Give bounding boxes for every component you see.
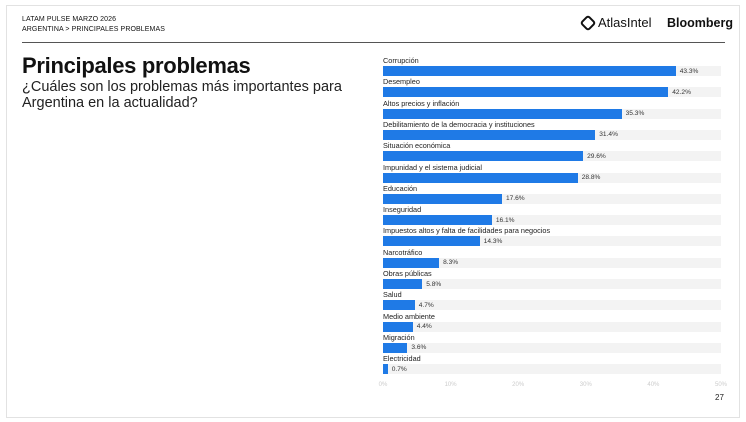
bar — [383, 193, 502, 204]
bar — [383, 300, 415, 311]
data-label: 17.6% — [505, 195, 525, 203]
bar — [383, 108, 622, 119]
data-label: 4.7% — [418, 301, 434, 309]
page-title: Principales problemas — [22, 53, 251, 78]
bar-label: Electricidad — [383, 354, 421, 364]
x-tick-label: 0% — [378, 382, 388, 388]
atlasintel-logo-text: AtlasIntel — [598, 15, 652, 30]
bar — [383, 321, 413, 332]
bar-label: Salud — [383, 290, 402, 300]
bar-label: Educación — [383, 183, 418, 193]
data-label: 35.3% — [625, 110, 645, 118]
data-label: 29.6% — [587, 152, 606, 160]
data-label: 3.6% — [411, 344, 427, 352]
bar-track — [383, 257, 721, 268]
x-tick-label: 10% — [444, 382, 457, 388]
bloomberg-logo: Bloomberg — [667, 16, 733, 30]
page-number: 27 — [715, 393, 724, 402]
bar-track — [383, 193, 721, 204]
bar — [383, 364, 388, 375]
bar-label: Corrupción — [383, 56, 419, 65]
breadcrumb: ARGENTINA > PRINCIPALES PROBLEMAS — [22, 26, 166, 33]
data-label: 0.7% — [391, 365, 407, 373]
bar — [383, 279, 423, 289]
data-label: 16.1% — [495, 216, 515, 224]
slide-frame — [6, 5, 740, 418]
data-label: 43.3% — [679, 67, 699, 75]
x-tick-label: 20% — [512, 382, 525, 388]
bar — [383, 66, 676, 76]
data-label: 14.3% — [483, 237, 503, 245]
x-tick-label: 50% — [714, 382, 728, 388]
data-label: 42.2% — [672, 88, 691, 96]
bar-label: Desempleo — [383, 77, 420, 87]
bar — [383, 129, 596, 140]
bar — [383, 257, 440, 268]
atlasintel-logo: AtlasIntel — [579, 14, 652, 31]
data-label: 28.8% — [581, 174, 601, 181]
bar — [383, 342, 408, 353]
bar-track — [383, 279, 721, 289]
report-name: LATAM PULSE MARZO 2026 — [22, 16, 117, 23]
bar — [383, 172, 578, 183]
x-tick-label: 40% — [647, 382, 660, 388]
data-label: 5.8% — [426, 280, 442, 288]
bar-track — [383, 342, 721, 353]
bar-track — [383, 215, 721, 226]
data-label: 4.4% — [416, 323, 432, 331]
bar-label: Obras públicas — [383, 269, 432, 278]
page-subtitle: ¿Cuáles son los problemas más importante… — [22, 79, 342, 111]
bar-track — [383, 321, 721, 332]
bar-label: Altos precios y inflación — [383, 98, 460, 108]
bar-label: Situación económica — [383, 141, 451, 151]
bar — [383, 87, 669, 98]
bar-label: Debilitamiento de la democracia y instit… — [383, 119, 535, 129]
header-divider — [22, 42, 725, 43]
bar — [383, 151, 584, 162]
data-label: 8.3% — [443, 259, 459, 267]
bar — [383, 215, 492, 226]
bar-label: Medio ambiente — [383, 311, 435, 321]
data-label: 31.4% — [599, 131, 618, 139]
bar-track — [383, 364, 721, 375]
bar-label: Impuestos altos y falta de facilidades p… — [383, 226, 551, 236]
bar-label: Migración — [383, 332, 415, 342]
bar-label: Narcotráfico — [383, 247, 423, 257]
bar — [383, 236, 480, 247]
bar-track — [383, 236, 721, 247]
x-tick-label: 30% — [579, 382, 592, 388]
bar-track — [383, 300, 721, 311]
bar-label: Impunidad y el sistema judicial — [383, 162, 482, 172]
bar-label: Inseguridad — [383, 205, 422, 215]
